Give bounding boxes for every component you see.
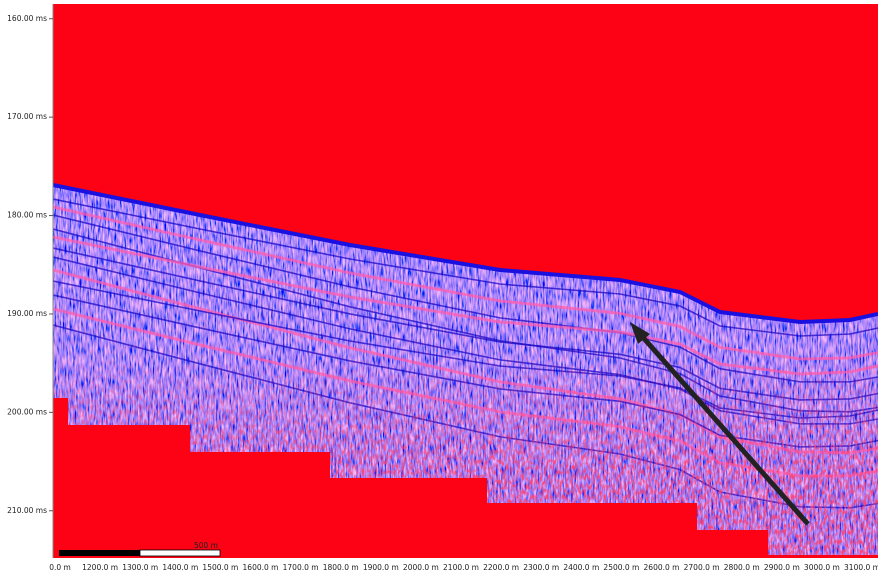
y-tick-label: 180.00 ms: [7, 211, 47, 220]
x-tick-label: 1200.0 m: [82, 563, 118, 572]
x-tick-label: 1900.0 m: [363, 563, 399, 572]
x-tick-label: 1800.0 m: [323, 563, 359, 572]
x-tick-label: 2200.0 m: [483, 563, 519, 572]
x-tick-label: 2600.0 m: [644, 563, 680, 572]
x-tick-label: 0.0 m: [49, 563, 71, 572]
scale-bar-black: [59, 550, 140, 556]
x-tick-label: 1600.0 m: [243, 563, 279, 572]
x-tick-label: 1400.0 m: [162, 563, 198, 572]
x-tick-label: 1300.0 m: [122, 563, 158, 572]
scale-bar-label: 500 m: [194, 541, 218, 550]
x-tick-label: 2000.0 m: [403, 563, 439, 572]
x-tick-label: 2800.0 m: [724, 563, 760, 572]
seafloor: [52, 183, 878, 325]
x-tick-label: 2300.0 m: [523, 563, 559, 572]
x-tick-label: 2400.0 m: [563, 563, 599, 572]
y-tick-label: 210.00 ms: [7, 506, 47, 515]
x-tick-label: 2100.0 m: [443, 563, 479, 572]
x-tick-label: 2500.0 m: [603, 563, 639, 572]
x-tick-label: 2900.0 m: [764, 563, 800, 572]
x-tick-label: 3100.0 m: [844, 563, 878, 572]
scale-bar-white: [139, 549, 221, 557]
y-tick-label: 200.00 ms: [7, 407, 47, 416]
arrow-shaft: [638, 332, 810, 526]
arrow-head: [630, 322, 650, 344]
y-tick-label: 170.00 ms: [7, 112, 47, 121]
y-tick-label: 190.00 ms: [7, 309, 47, 318]
x-tick-label: 1700.0 m: [283, 563, 319, 572]
x-tick-label: 3000.0 m: [804, 563, 840, 572]
x-tick-label: 1500.0 m: [202, 563, 238, 572]
x-tick-label: 2700.0 m: [684, 563, 720, 572]
y-tick-label: 160.00 ms: [7, 14, 47, 23]
